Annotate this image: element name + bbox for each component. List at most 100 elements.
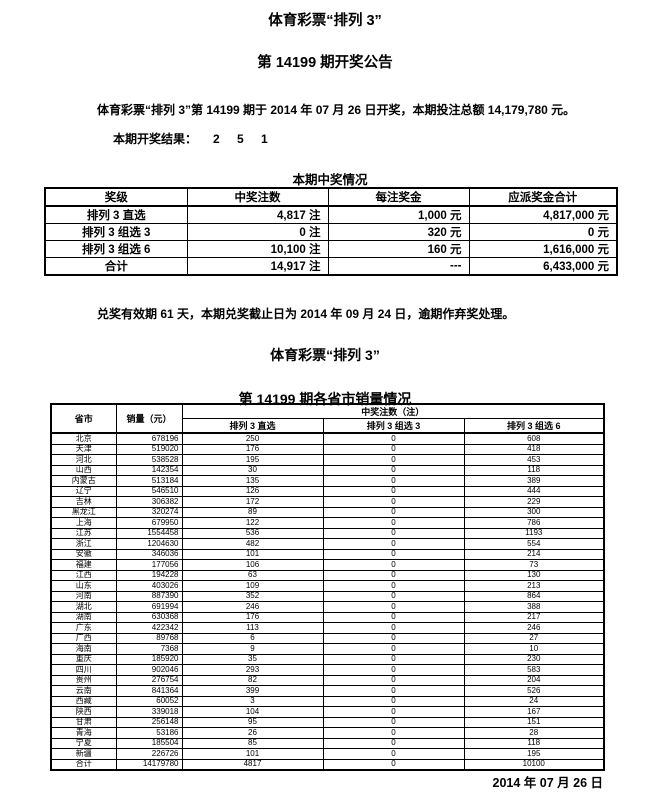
prize-row-cell: ---: [327, 257, 470, 276]
sales-row-cell: 湖南: [50, 611, 117, 623]
sales-row-cell: 云南: [50, 685, 117, 697]
sales-header-province: 省市: [50, 403, 117, 434]
sales-row-cell: 250: [181, 432, 324, 445]
sales-row-cell: 130: [463, 569, 605, 581]
sales-row-cell: 339018: [115, 706, 183, 718]
draw-result-numbers: 2 5 1: [213, 132, 275, 146]
sales-subheader-zuxuan3: 排列 3 组选 3: [322, 418, 465, 434]
prize-row-cell: 排列 3 组选 3: [44, 223, 188, 241]
sales-row-cell: 786: [463, 517, 605, 529]
sales-row-cell: 230: [463, 653, 605, 665]
sales-row-cell: 0: [322, 685, 465, 697]
sales-row-cell: 53186: [115, 727, 183, 739]
sales-row-cell: 甘肃: [50, 716, 117, 728]
announcement-date: 2014 年 07 月 26 日: [492, 776, 603, 790]
sales-row-cell: 135: [181, 475, 324, 487]
sales-row-cell: 1204630: [115, 538, 183, 550]
sales-row: 云南 841364 399 0 526: [50, 685, 605, 697]
sales-row-cell: 0: [322, 454, 465, 466]
sales-row-cell: 293: [181, 664, 324, 676]
sales-row: 甘肃 256148 95 0 151: [50, 716, 605, 728]
sales-row-cell: 1193: [463, 527, 605, 539]
sales-row-cell: 63: [181, 569, 324, 581]
sales-row-cell: 新疆: [50, 748, 117, 760]
sales-row-cell: 60052: [115, 695, 183, 707]
sales-row: 青海 53186 26 0 28: [50, 727, 605, 739]
sales-row-cell: 82: [181, 674, 324, 686]
sales-row-cell: 185920: [115, 653, 183, 665]
prize-row-cell: 1,616,000 元: [468, 240, 618, 258]
sales-row-cell: 0: [322, 548, 465, 560]
sales-row: 黑龙江 320274 89 0 300: [50, 506, 605, 518]
prize-row-cell: 排列 3 直选: [44, 205, 188, 224]
prize-table-title: 本期中奖情况: [292, 173, 368, 187]
sales-row-cell: 28: [463, 727, 605, 739]
sales-row-cell: 217: [463, 611, 605, 623]
sales-row-cell: 0: [322, 695, 465, 707]
sales-row: 广西 89768 6 0 27: [50, 632, 605, 644]
sales-row-cell: 185504: [115, 737, 183, 749]
prize-header-row: 奖级 中奖注数 每注奖金 应派奖金合计: [44, 187, 618, 207]
sales-row: 江西 194228 63 0 130: [50, 569, 605, 581]
sales-row-cell: 9: [181, 643, 324, 655]
sales-row-cell: 194228: [115, 569, 183, 581]
sales-row-cell: 辽宁: [50, 485, 117, 497]
sales-row-cell: 538528: [115, 454, 183, 466]
sales-row-cell: 0: [322, 475, 465, 487]
sales-row-cell: 0: [322, 517, 465, 529]
sales-row-cell: 73: [463, 559, 605, 571]
page-title-line1: 体育彩票“排列 3”: [268, 13, 382, 29]
sales-row-cell: 0: [322, 716, 465, 728]
draw-result-label: 本期开奖结果：: [113, 132, 198, 146]
prize-row-cell: 0 元: [468, 223, 618, 241]
page-title: 体育彩票“排列 3” 第 14199 期开奖公告: [0, 11, 650, 74]
sales-row-cell: 300: [463, 506, 605, 518]
sales-row-cell: 213: [463, 580, 605, 592]
sales-row: 河北 538528 195 0 453: [50, 454, 605, 466]
sales-table: 省市 销量（元） 中奖注数（注） 排列 3 直选 排列 3 组选 3 排列 3 …: [50, 403, 606, 771]
prize-row-cell: 160 元: [327, 240, 470, 258]
prize-header-total: 应派奖金合计: [468, 187, 618, 207]
sales-row-cell: 246: [181, 601, 324, 613]
sales-row-cell: 89768: [115, 632, 183, 644]
sales-row-cell: 246: [463, 622, 605, 634]
sales-row-cell: 合计: [50, 758, 117, 771]
sales-row-cell: 0: [322, 643, 465, 655]
sales-row-cell: 204: [463, 674, 605, 686]
sales-row-cell: 江西: [50, 569, 117, 581]
sales-row-cell: 4817: [181, 758, 324, 771]
sales-row-cell: 江苏: [50, 527, 117, 539]
sales-row: 吉林 306382 172 0 229: [50, 496, 605, 508]
sales-row-cell: 0: [322, 653, 465, 665]
prize-row: 排列 3 直选 4,817 注 1,000 元 4,817,000 元: [44, 205, 618, 224]
sales-row: 贵州 276754 82 0 204: [50, 674, 605, 686]
sales-row-cell: 142354: [115, 464, 183, 476]
sales-row-cell: 宁夏: [50, 737, 117, 749]
prize-header-amount: 每注奖金: [327, 187, 470, 207]
sales-row-cell: 浙江: [50, 538, 117, 550]
sales-row: 辽宁 546510 126 0 444: [50, 485, 605, 497]
sales-row-cell: 0: [322, 569, 465, 581]
sales-row-cell: 四川: [50, 664, 117, 676]
sales-row-cell: 608: [463, 432, 605, 445]
sales-row-cell: 0: [322, 496, 465, 508]
sales-row-cell: 0: [322, 611, 465, 623]
sales-row-cell: 0: [322, 664, 465, 676]
sales-row-cell: 226726: [115, 748, 183, 760]
sales-row-cell: 320274: [115, 506, 183, 518]
sales-row-cell: 0: [322, 622, 465, 634]
sales-row-cell: 389: [463, 475, 605, 487]
sales-row: 陕西 339018 104 0 167: [50, 706, 605, 718]
sales-row: 西藏 60052 3 0 24: [50, 695, 605, 707]
sales-row-cell: 黑龙江: [50, 506, 117, 518]
sales-row: 天津 519020 176 0 418: [50, 443, 605, 455]
sales-row-cell: 546510: [115, 485, 183, 497]
sales-row-cell: 126: [181, 485, 324, 497]
sales-row-cell: 0: [322, 632, 465, 644]
sales-row-cell: 554: [463, 538, 605, 550]
sales-row-cell: 902046: [115, 664, 183, 676]
prize-row-cell: 1,000 元: [327, 205, 470, 224]
sales-row-cell: 福建: [50, 559, 117, 571]
sales-row: 山东 403026 109 0 213: [50, 580, 605, 592]
